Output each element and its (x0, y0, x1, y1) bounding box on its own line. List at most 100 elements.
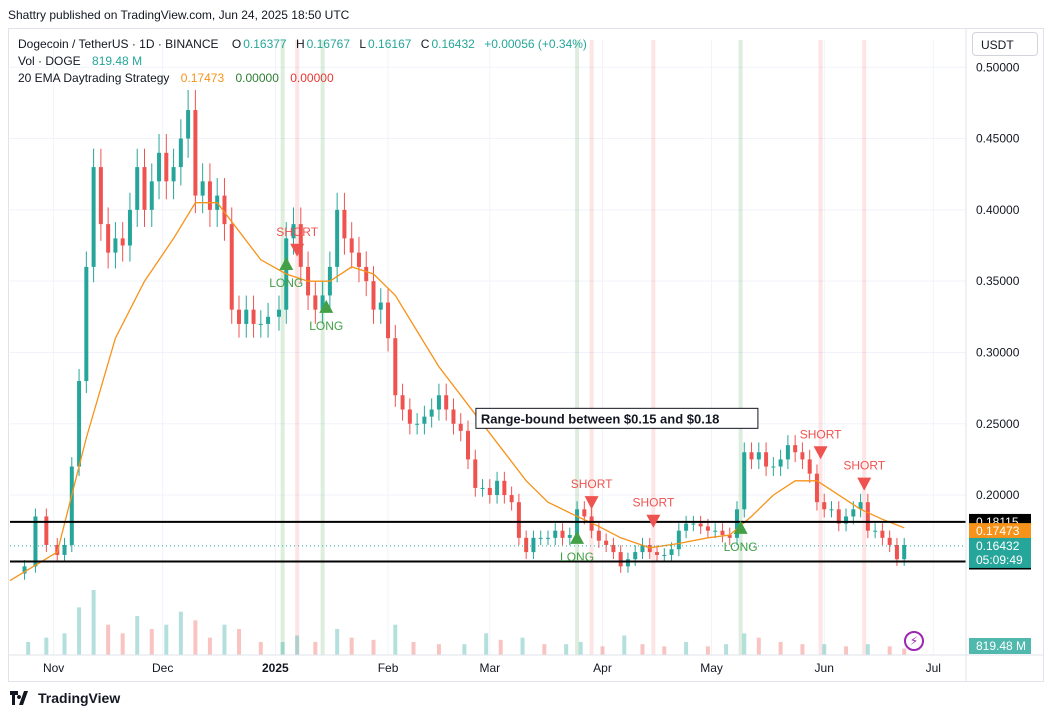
chart-legend: Dogecoin / TetherUS · 1D · BINANCE O 0.16… (18, 36, 587, 87)
candle-body (386, 302, 391, 339)
candle-body (120, 238, 125, 246)
candle-body (560, 530, 565, 538)
volume-bar (622, 635, 627, 655)
candle-body (400, 395, 405, 410)
candle-body (611, 544, 616, 553)
volume-tag-label: 819.48 M (976, 639, 1026, 653)
volume-bar (26, 642, 31, 655)
volume-bar (742, 633, 747, 655)
volume-bar (237, 629, 242, 655)
candle-body (705, 526, 710, 531)
volume-bar (120, 633, 125, 655)
x-tick-label: Nov (43, 661, 64, 675)
candle-body (356, 252, 361, 267)
candle-body (836, 509, 841, 524)
candle-body (487, 487, 492, 496)
candle-body (865, 502, 870, 531)
short-signal-icon (646, 514, 661, 528)
candle-body (222, 195, 227, 225)
candle-body (62, 544, 67, 555)
short-signal-label: SHORT (276, 225, 318, 239)
volume-label: Vol · DOGE (18, 54, 81, 68)
candle-body (640, 544, 645, 553)
open-label: O (231, 37, 242, 51)
volume-bar (578, 642, 583, 655)
candle-body (106, 224, 111, 253)
candle-body (436, 395, 441, 410)
candle-body (844, 516, 849, 524)
candle-body (676, 530, 681, 550)
candle-body (713, 530, 718, 532)
candle-body (814, 473, 819, 503)
volume-bar (498, 639, 503, 655)
candle-body (458, 423, 463, 431)
candle-body (466, 430, 471, 460)
price-tag-label: 0.17473 (976, 524, 1020, 538)
candle-body (164, 152, 169, 182)
signal-band (575, 40, 580, 655)
volume-bar (164, 624, 169, 655)
candle-body (229, 224, 234, 310)
candle-body (22, 566, 27, 574)
candle-body (207, 181, 212, 210)
candle-body (84, 266, 89, 381)
volume-bar (542, 644, 547, 655)
candle-body (756, 452, 761, 460)
annotation-box (475, 407, 759, 429)
candle-body (349, 238, 354, 253)
signal-band (295, 40, 300, 655)
candle-body (171, 167, 176, 182)
candle-body (582, 509, 587, 517)
candle-body (545, 537, 550, 539)
candle-body (742, 452, 747, 510)
short-signal-icon (813, 446, 828, 460)
candle-body (800, 452, 805, 460)
candle-body (495, 480, 500, 496)
volume-bar (135, 616, 140, 655)
candle-body (320, 295, 325, 310)
chart-frame (8, 28, 1044, 682)
tradingview-logo-icon (10, 691, 28, 705)
candle-body (793, 445, 798, 453)
candle-body (415, 423, 420, 425)
volume-bar (91, 590, 96, 655)
annotation-text: Range-bound between $0.15 and $0.18 (481, 411, 719, 426)
candle-body (684, 523, 689, 531)
y-tick-label: 0.25000 (976, 417, 1020, 431)
candle-body (98, 167, 103, 225)
candle-body (186, 110, 191, 139)
y-tick-label: 0.20000 (976, 488, 1020, 502)
candle-body (502, 480, 507, 496)
low-value: 0.16167 (368, 37, 412, 51)
currency-button[interactable]: USDT (972, 32, 1038, 56)
candle-body (851, 509, 856, 517)
candle-body (313, 295, 318, 310)
low-label: L (359, 37, 367, 51)
volume-bar (662, 646, 667, 655)
x-tick-label: Apr (593, 661, 612, 675)
y-tick-label: 0.50000 (976, 60, 1020, 74)
strategy-value-2: 0.00000 (235, 71, 279, 85)
x-tick-label: Jun (815, 661, 834, 675)
lightning-icon[interactable]: ⚡ (904, 631, 924, 651)
candle-body (473, 459, 478, 488)
tradingview-logo[interactable]: TradingView (10, 690, 120, 706)
candle-body (135, 167, 140, 210)
candle-body (596, 530, 601, 541)
price-tag-countdown: 05:09:49 (976, 553, 1023, 567)
signal-band (651, 40, 656, 655)
volume-bar (280, 642, 285, 655)
volume-bar (520, 637, 525, 655)
volume-bar (887, 646, 892, 655)
candle-body (407, 409, 412, 424)
candle-body (764, 452, 769, 467)
volume-bar (258, 642, 263, 655)
signal-band (818, 40, 823, 655)
change-value: +0.00056 (+0.34%) (484, 37, 587, 51)
x-tick-label: 2025 (262, 661, 289, 675)
volume-bar (44, 637, 49, 655)
volume-bar (411, 642, 416, 655)
candle-body (691, 523, 696, 525)
published-header: Shattry published on TradingView.com, Ju… (8, 8, 350, 22)
